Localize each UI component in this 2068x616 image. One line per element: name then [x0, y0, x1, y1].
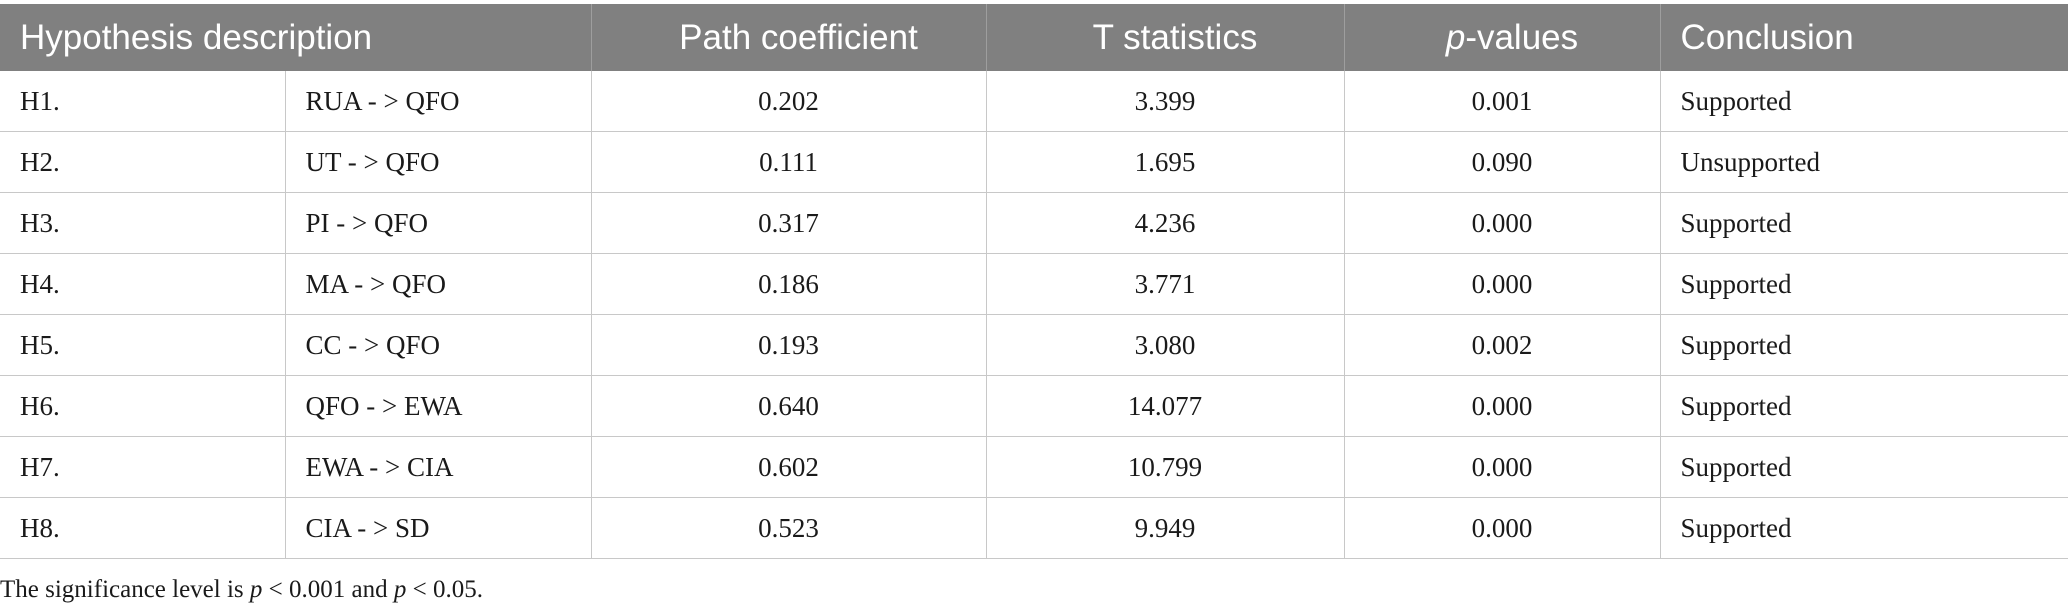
- p-value: 0.090: [1343, 131, 1660, 193]
- p-value: 0.000: [1343, 253, 1660, 315]
- hypothesis-id: H4.: [0, 253, 285, 315]
- path-coefficient-value: 0.186: [590, 253, 986, 315]
- conclusion-value: Supported: [1659, 436, 2068, 498]
- conclusion-value: Supported: [1659, 71, 2068, 132]
- p-value: 0.000: [1343, 192, 1660, 254]
- path-coefficient-value: 0.193: [590, 314, 986, 376]
- footnote-text-1: The significance level is: [0, 576, 250, 603]
- t-statistic-value: 1.695: [985, 131, 1344, 193]
- t-statistic-value: 10.799: [985, 436, 1344, 498]
- table-row: H7. EWA - > CIA 0.602 10.799 0.000 Suppo…: [0, 436, 2068, 498]
- table-header-row: Hypothesis description Path coefficient …: [0, 4, 2068, 71]
- table-row: H6. QFO - > EWA 0.640 14.077 0.000 Suppo…: [0, 375, 2068, 437]
- table-row: H5. CC - > QFO 0.193 3.080 0.002 Support…: [0, 314, 2068, 376]
- conclusion-value: Supported: [1659, 192, 2068, 254]
- table-footnote: The significance level is p < 0.001 and …: [0, 576, 483, 604]
- p-value: 0.000: [1343, 436, 1660, 498]
- hypothesis-path: UT - > QFO: [284, 131, 591, 193]
- path-coefficient-value: 0.640: [590, 375, 986, 437]
- header-conclusion: Conclusion: [1659, 4, 2068, 71]
- conclusion-value: Supported: [1659, 253, 2068, 315]
- table-row: H2. UT - > QFO 0.111 1.695 0.090 Unsuppo…: [0, 131, 2068, 193]
- t-statistic-value: 3.771: [985, 253, 1344, 315]
- hypothesis-id: H3.: [0, 192, 285, 254]
- hypothesis-path: QFO - > EWA: [284, 375, 591, 437]
- header-path-coefficient: Path coefficient: [590, 4, 986, 71]
- p-value: 0.001: [1343, 71, 1660, 132]
- hypothesis-id: H5.: [0, 314, 285, 376]
- p-value: 0.002: [1343, 314, 1660, 376]
- hypothesis-id: H2.: [0, 131, 285, 193]
- table-row: H1. RUA - > QFO 0.202 3.399 0.001 Suppor…: [0, 71, 2068, 132]
- path-coefficient-value: 0.523: [590, 497, 986, 559]
- table-row: H8. CIA - > SD 0.523 9.949 0.000 Support…: [0, 497, 2068, 559]
- footnote-p-symbol-2: p: [393, 576, 407, 603]
- hypothesis-path: EWA - > CIA: [284, 436, 591, 498]
- hypothesis-path: MA - > QFO: [284, 253, 591, 315]
- footnote-text-2: < 0.001 and: [262, 576, 394, 603]
- footnote-p-symbol-1: p: [249, 576, 263, 603]
- path-coefficient-value: 0.602: [590, 436, 986, 498]
- conclusion-value: Unsupported: [1659, 131, 2068, 193]
- conclusion-value: Supported: [1659, 497, 2068, 559]
- hypothesis-id: H6.: [0, 375, 285, 437]
- t-statistic-value: 4.236: [985, 192, 1344, 254]
- t-statistic-value: 3.399: [985, 71, 1344, 132]
- hypothesis-id: H7.: [0, 436, 285, 498]
- hypothesis-path: RUA - > QFO: [284, 71, 591, 132]
- path-coefficient-value: 0.111: [590, 131, 986, 193]
- hypothesis-path: CIA - > SD: [284, 497, 591, 559]
- header-t-statistics: T statistics: [985, 4, 1344, 71]
- conclusion-value: Supported: [1659, 314, 2068, 376]
- header-p-values: p-values: [1343, 4, 1660, 71]
- t-statistic-value: 14.077: [985, 375, 1344, 437]
- table-row: H3. PI - > QFO 0.317 4.236 0.000 Support…: [0, 192, 2068, 254]
- p-value: 0.000: [1343, 497, 1660, 559]
- hypothesis-id: H1.: [0, 71, 285, 132]
- table-row: H4. MA - > QFO 0.186 3.771 0.000 Support…: [0, 253, 2068, 315]
- t-statistic-value: 3.080: [985, 314, 1344, 376]
- hypothesis-path: PI - > QFO: [284, 192, 591, 254]
- conclusion-value: Supported: [1659, 375, 2068, 437]
- p-value: 0.000: [1343, 375, 1660, 437]
- t-statistic-value: 9.949: [985, 497, 1344, 559]
- header-p-values-italic: p: [1445, 17, 1466, 57]
- path-coefficient-value: 0.202: [590, 71, 986, 132]
- footnote-text-3: < 0.05.: [406, 576, 483, 603]
- hypothesis-path: CC - > QFO: [284, 314, 591, 376]
- header-hypothesis-description: Hypothesis description: [0, 4, 591, 71]
- hypothesis-id: H8.: [0, 497, 285, 559]
- path-coefficient-value: 0.317: [590, 192, 986, 254]
- hypothesis-results-table: Hypothesis description Path coefficient …: [0, 4, 2068, 559]
- header-p-values-suffix: -values: [1465, 17, 1579, 57]
